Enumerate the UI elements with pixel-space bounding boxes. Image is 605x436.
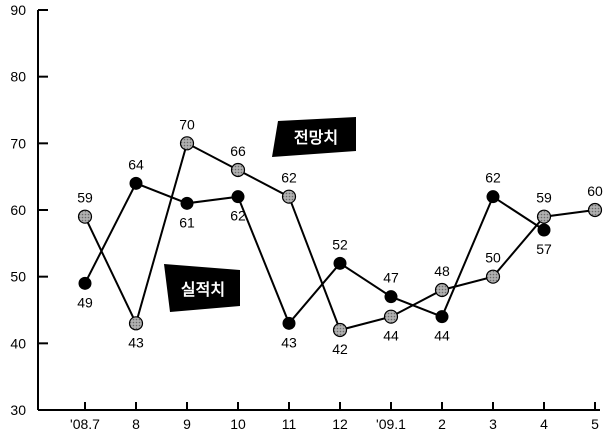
- x-tick-label-2: 9: [183, 416, 191, 432]
- actual-label-9: 57: [536, 241, 552, 257]
- forecast-point-8: [485, 269, 501, 284]
- forecast-point-2: [179, 136, 195, 151]
- actual-point-0: [78, 276, 92, 290]
- x-tick-label-7: 2: [438, 416, 446, 432]
- x-tick-label-0: '08.7: [70, 416, 100, 432]
- actual-point-7: [435, 310, 449, 324]
- badge-actual: 실적치: [164, 264, 240, 312]
- actual-label-0: 49: [77, 294, 93, 310]
- forecast-point-0: [77, 209, 93, 224]
- y-tick-label-30: 30: [10, 402, 26, 418]
- y-tick-label-40: 40: [10, 335, 26, 351]
- y-tick-label-70: 70: [10, 135, 26, 151]
- series-markers: [77, 136, 603, 338]
- badge-forecast: 전망치: [272, 117, 356, 157]
- actual-label-8: 62: [485, 170, 501, 186]
- x-tick-label-3: 10: [230, 416, 246, 432]
- series-line-1: [84, 182, 545, 326]
- forecast-point-9: [536, 209, 552, 224]
- actual-point-4: [282, 316, 296, 330]
- forecast-point-10: [587, 202, 603, 218]
- series-badges: 전망치 실적치: [164, 117, 356, 312]
- forecast-label-0: 59: [77, 190, 93, 206]
- forecast-label-6: 44: [383, 328, 399, 344]
- forecast-point-3: [230, 162, 246, 178]
- actual-point-2: [180, 196, 194, 210]
- forecast-point-1: [128, 316, 144, 331]
- actual-label-5: 52: [332, 236, 348, 252]
- x-tick-label-4: 11: [282, 416, 297, 432]
- y-tick-label-50: 50: [10, 269, 26, 285]
- x-tick-label-6: '09.1: [376, 416, 406, 432]
- forecast-label-5: 42: [332, 341, 348, 357]
- forecast-label-1: 43: [128, 334, 144, 350]
- x-tick-label-10: 5: [591, 416, 599, 432]
- x-tick-label-8: 3: [489, 416, 497, 432]
- badge-actual-bg: [164, 264, 240, 312]
- actual-point-6: [384, 290, 398, 304]
- x-tick-label-1: 8: [132, 416, 140, 432]
- forecast-point-5: [332, 322, 348, 338]
- x-tick-label-9: 4: [540, 416, 548, 432]
- actual-label-1: 64: [128, 156, 144, 172]
- forecast-label-7: 48: [434, 263, 450, 279]
- actual-label-6: 47: [383, 270, 399, 286]
- forecast-label-10: 60: [587, 183, 603, 199]
- data-labels: 59 43 70 66 62 42 44 48 50 59 60 49 64 61 62 43 52 47 44 62…: [77, 116, 603, 357]
- actual-point-9: [537, 223, 551, 237]
- actual-point-1: [129, 176, 143, 190]
- actual-label-4: 43: [281, 334, 297, 350]
- forecast-point-6: [383, 309, 399, 324]
- actual-label-7: 44: [434, 328, 450, 344]
- actual-point-5: [333, 256, 347, 270]
- forecast-point-4: [281, 189, 297, 204]
- actual-point-8: [486, 190, 500, 204]
- forecast-label-4: 62: [281, 170, 297, 186]
- badge-actual-text: 실적치: [181, 280, 225, 299]
- forecast-label-3: 66: [230, 143, 246, 159]
- y-tick-label-80: 80: [10, 69, 26, 85]
- actual-label-2: 61: [179, 214, 195, 230]
- actual-point-3: [231, 190, 245, 204]
- badge-forecast-text: 전망치: [294, 128, 338, 147]
- forecast-label-2: 70: [179, 116, 195, 132]
- y-tick-label-60: 60: [10, 202, 26, 218]
- axes: 30 40 50 60 70 80 90 '08.7 8 9 10 11 12 '09.1 2 3 4 5: [10, 2, 600, 432]
- actual-label-3: 62: [230, 208, 246, 224]
- forecast-point-7: [434, 282, 450, 298]
- forecast-label-9: 59: [536, 190, 552, 206]
- badge-forecast-bg: [272, 117, 356, 157]
- forecast-label-8: 50: [485, 250, 501, 266]
- y-tick-label-90: 90: [10, 2, 26, 18]
- x-tick-label-5: 12: [332, 416, 348, 432]
